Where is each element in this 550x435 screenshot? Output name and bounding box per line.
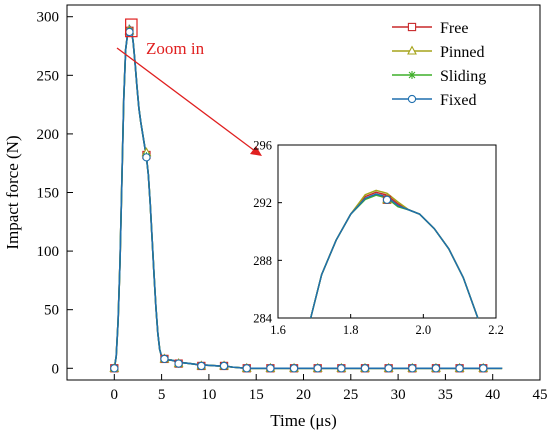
zoom-box: [125, 18, 138, 38]
x-tick-label: 30: [391, 387, 406, 403]
data-point-circle: [407, 94, 417, 104]
inset-y-tick-label: 296: [253, 139, 272, 153]
y-tick-label: 300: [37, 10, 60, 26]
data-point-circle: [266, 364, 275, 373]
data-point-circle: [125, 27, 134, 37]
y-tick-label: 200: [37, 127, 60, 143]
data-point-circle: [313, 364, 322, 373]
data-point-asterisk: [408, 71, 416, 79]
inset-series-lines: [309, 189, 479, 319]
legend-label: Pinned: [440, 44, 484, 61]
data-point-circle: [160, 354, 169, 364]
x-tick-label: 10: [201, 387, 216, 403]
x-tick-label: 0: [111, 387, 119, 403]
inset-y-tick-label: 292: [253, 196, 272, 210]
inset-x-tick-label: 2.0: [416, 323, 432, 337]
inset-axis-ticks: 1.6 1.8 2.0 2.2 284 288 292 296: [253, 139, 504, 338]
y-tick-label: 0: [52, 361, 60, 377]
data-point-square: [407, 22, 417, 32]
inset-x-tick-label: 2.2: [488, 323, 504, 337]
x-tick-label: 35: [438, 387, 453, 403]
data-point-circle: [360, 364, 370, 373]
inset-y-tick-label: 288: [253, 254, 272, 268]
main-series-markers: [109, 25, 489, 373]
zoom-label: Zoom in: [146, 39, 205, 58]
zoom-arrow: [116, 47, 256, 152]
data-point-circle: [384, 364, 393, 373]
x-tick-label: 20: [296, 387, 311, 403]
legend-label: Free: [440, 20, 468, 37]
x-tick-label: 45: [533, 387, 548, 403]
data-point-circle: [431, 364, 441, 373]
legend-label: Fixed: [440, 92, 476, 109]
data-point-circle: [479, 364, 488, 373]
legend: Free Pinned Sliding Fixed: [392, 20, 486, 109]
data-point-circle: [337, 364, 346, 373]
x-axis-ticks: 0 5 10 15 20 25 30 35 40 45: [111, 374, 548, 403]
zoom-arrow-head: [250, 146, 262, 156]
y-tick-label: 150: [37, 186, 60, 202]
legend-label: Sliding: [440, 68, 486, 85]
data-point-circle: [408, 364, 417, 373]
inset-plot: 1.6 1.8 2.0 2.2 284 288 292 296: [253, 139, 504, 338]
x-tick-label: 40: [485, 387, 500, 403]
inset-series-line: [309, 193, 479, 319]
y-tick-label: 50: [44, 303, 59, 319]
data-point-circle: [197, 361, 206, 371]
x-tick-label: 5: [158, 387, 166, 403]
x-axis-title: Time (μs): [270, 411, 337, 430]
inset-x-tick-label: 1.8: [343, 323, 359, 337]
data-point-circle: [142, 153, 151, 162]
data-point-circle: [219, 361, 229, 371]
inset-frame: [277, 144, 497, 319]
data-point-circle: [110, 364, 119, 373]
y-tick-label: 250: [37, 68, 60, 84]
data-point-circle: [455, 364, 464, 373]
data-point-circle: [382, 195, 392, 204]
data-point-circle: [242, 364, 251, 373]
inset-y-tick-label: 284: [253, 312, 273, 326]
data-point-triangle: [407, 45, 417, 55]
x-tick-label: 15: [249, 387, 264, 403]
inset-x-tick-label: 1.6: [270, 323, 286, 337]
data-point-circle: [289, 364, 299, 373]
x-tick-label: 25: [343, 387, 358, 403]
data-point-circle: [174, 359, 183, 368]
y-axis-ticks: 0 50 100 150 200 250 300: [37, 10, 73, 377]
y-axis-title: Impact force (N): [3, 135, 22, 249]
y-tick-label: 100: [37, 244, 60, 260]
